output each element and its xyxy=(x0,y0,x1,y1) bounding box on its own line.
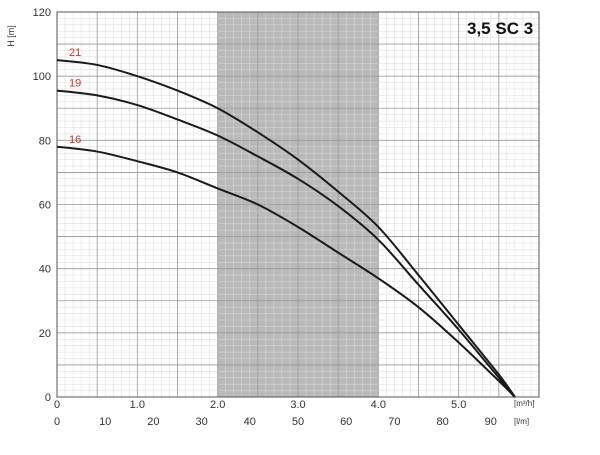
x-secondary-tick-label: 40 xyxy=(244,416,256,428)
y-tick-label: 20 xyxy=(39,328,51,340)
x-tick-label: 1.0 xyxy=(130,399,145,411)
x-secondary-tick-label: 20 xyxy=(147,416,159,428)
x-secondary-tick-label: 0 xyxy=(54,416,60,428)
y-tick-label: 120 xyxy=(33,7,51,19)
series-line-19 xyxy=(56,89,516,398)
x-tick-label: 3.0 xyxy=(290,399,305,411)
x-tick-label: 2.0 xyxy=(210,399,225,411)
series-line-16 xyxy=(56,145,516,398)
series-lines xyxy=(56,59,516,398)
series-labels: 21 19 16 xyxy=(69,47,81,146)
series-label-16: 16 xyxy=(69,134,81,146)
y-tick-label: 40 xyxy=(39,264,51,276)
x-axis-label-secondary: [l/m] xyxy=(514,417,529,426)
x-secondary-tick-label: 10 xyxy=(99,416,111,428)
x-secondary-tick-label: 60 xyxy=(340,416,352,428)
x-secondary-tick-label: 30 xyxy=(195,416,207,428)
x-secondary-tick-label: 90 xyxy=(485,416,497,428)
x-secondary-tick-labels: 0 10 20 30 40 50 60 70 80 90 xyxy=(54,416,497,428)
y-tick-label: 0 xyxy=(45,392,51,404)
chart-title: 3,5 SC 3 xyxy=(467,19,533,38)
x-axis-label-primary: [m³/h] xyxy=(514,399,534,408)
y-tick-label: 60 xyxy=(39,200,51,212)
y-tick-label: 80 xyxy=(39,135,51,147)
series-line-21 xyxy=(56,59,516,398)
y-axis-label: H [m] xyxy=(6,25,16,47)
x-tick-label: 4.0 xyxy=(371,399,386,411)
y-tick-label: 100 xyxy=(33,71,51,83)
x-tick-label: 0 xyxy=(54,399,60,411)
x-secondary-tick-label: 70 xyxy=(388,416,400,428)
series-label-21: 21 xyxy=(69,47,81,59)
x-tick-label: 5.0 xyxy=(451,399,466,411)
x-secondary-tick-label: 80 xyxy=(436,416,448,428)
x-tick-labels: 0 1.0 2.0 3.0 4.0 5.0 xyxy=(54,399,466,411)
plot-frame xyxy=(56,11,540,398)
x-secondary-tick-label: 50 xyxy=(292,416,304,428)
series-label-19: 19 xyxy=(69,78,81,90)
y-tick-labels: 0 20 40 60 80 100 120 xyxy=(33,7,51,404)
